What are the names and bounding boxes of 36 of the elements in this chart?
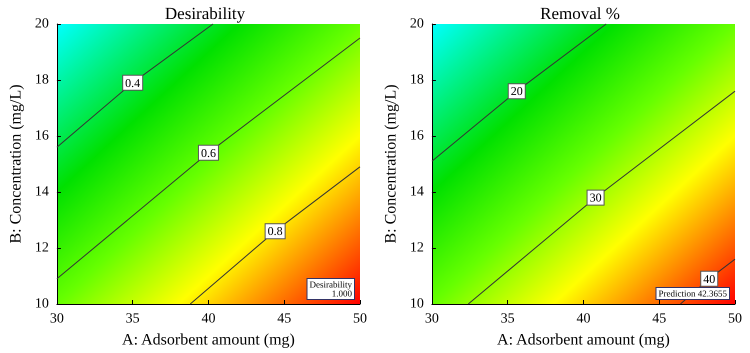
annotation: Prediction 42.3655 [658, 288, 728, 298]
chart-title: Removal % [540, 4, 620, 23]
x-tick-label: 40 [201, 312, 216, 326]
y-tick-label: 10 [34, 296, 49, 312]
series-label: 40 [703, 272, 716, 286]
y-tick-label: 14 [410, 184, 424, 200]
y-tick-label: 18 [410, 72, 424, 88]
y-tick-label: 10 [410, 296, 424, 312]
y-tick-label: 20 [410, 16, 424, 32]
x-tick-label: 30 [424, 312, 439, 326]
y-tick-label: 20 [34, 16, 49, 32]
x-tick-label: 50 [728, 312, 742, 326]
y-axis-title: B: Concentration (mg/L) [8, 84, 24, 244]
chart-title: Desirability [164, 4, 246, 23]
y-tick-label: 16 [410, 128, 424, 144]
x-tick-label: 45 [652, 312, 666, 326]
x-tick-label: 45 [277, 312, 292, 326]
y-tick-label: 12 [34, 240, 49, 256]
x-tick-label: 35 [126, 312, 140, 326]
series-label: 20 [510, 84, 523, 98]
x-axis-title: A: Adsorbent amount (mg) [497, 332, 670, 348]
y-axis-title: B: Concentration (mg/L) [382, 84, 400, 244]
annotation: Desirability 1.000 [310, 280, 352, 298]
y-tick-label: 18 [34, 72, 49, 88]
x-tick-label: 35 [500, 312, 515, 326]
series-label: 0.8 [268, 224, 283, 238]
y-tick-label: 16 [34, 128, 49, 144]
x-axis-title: A: Adsorbent amount (mg) [122, 332, 295, 348]
y-tick-label: 12 [410, 240, 424, 256]
y-tick-label: 14 [34, 184, 49, 200]
x-tick-label: 30 [50, 312, 64, 326]
series-label: 0.4 [125, 76, 140, 90]
series-label: 30 [590, 190, 602, 205]
x-tick-label: 50 [353, 312, 367, 326]
series-label: 0.6 [200, 146, 216, 160]
x-tick-label: 40 [576, 312, 590, 326]
